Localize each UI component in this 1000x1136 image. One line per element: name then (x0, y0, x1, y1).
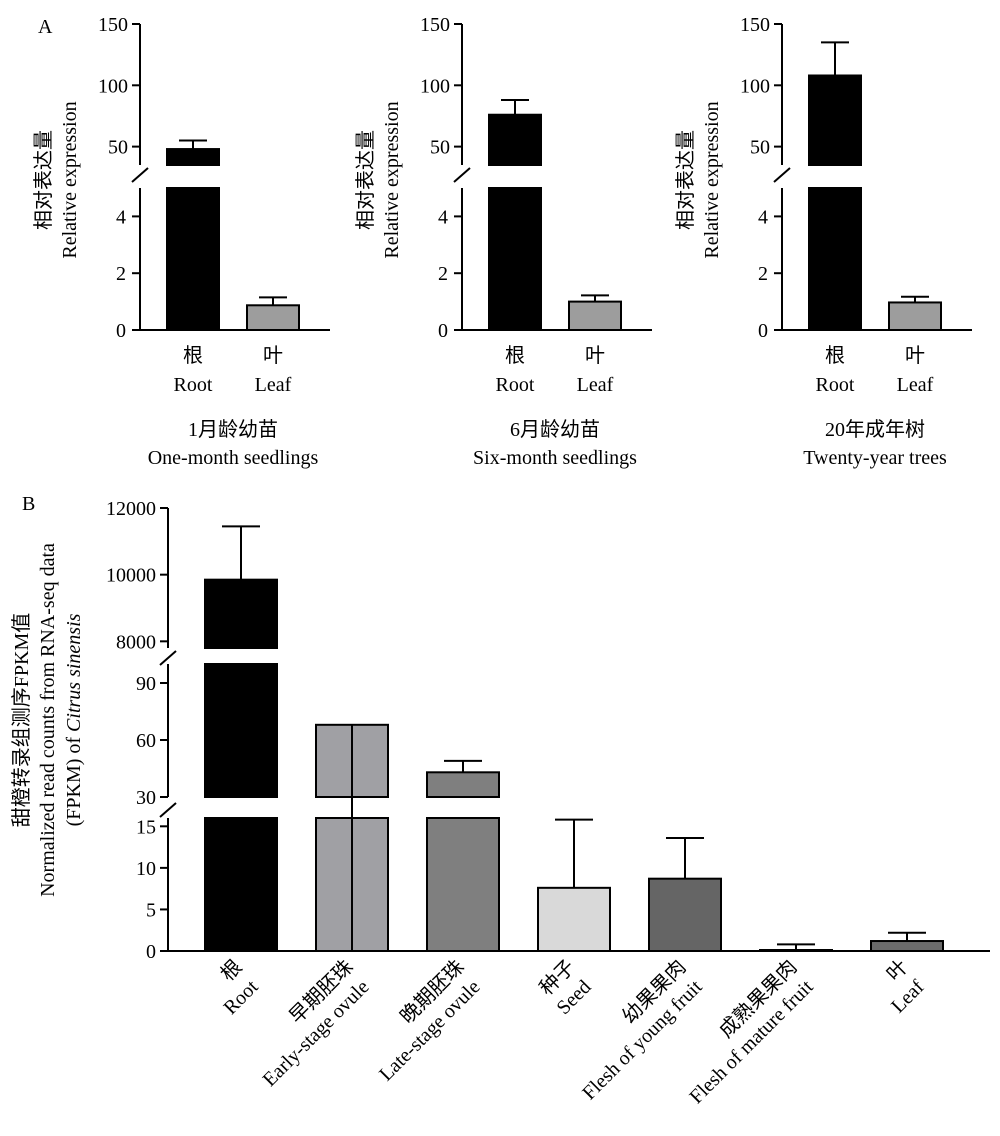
y-tick-label: 0 (146, 941, 156, 963)
y-tick-label: 100 (420, 75, 450, 97)
subchart-1: 50 100 150 0 2 4 相对表达量 Relative expression 根 Root… (32, 14, 330, 469)
x-label-en: Root (219, 976, 262, 1019)
y-tick-label: 8000 (116, 631, 156, 653)
x-label-en: Leaf (255, 374, 292, 396)
y-tick-label: 2 (116, 263, 126, 285)
panel-b: 8000 10000 12000 30 60 90 0 5 10 15 甜橙转录组测序FPKM值 No… (10, 498, 990, 1108)
y-axis-label-cn: 相对表达量 (354, 130, 377, 230)
y-tick-label: 150 (98, 14, 128, 36)
y-tick-label: 4 (758, 206, 768, 228)
y-tick-label: 0 (758, 320, 768, 342)
bar-root-upper (166, 148, 220, 166)
y-tick-label: 150 (420, 14, 450, 36)
x-label-cn: 叶 (585, 344, 605, 367)
bar-root-lower (488, 187, 542, 331)
x-label-en: Leaf (577, 374, 614, 396)
subchart-subtitle: One-month seedlings (148, 447, 319, 469)
bar-root-top (204, 578, 278, 650)
subchart-3: 50 100 150 0 2 4 相对表达量 Relative expression 根 Root… (674, 14, 972, 469)
y-tick-label: 4 (438, 206, 448, 228)
y-tick-label: 50 (430, 137, 450, 159)
y-axis-label-cn: 相对表达量 (674, 130, 697, 230)
x-label-cn: 叶 (263, 344, 283, 367)
y-axis-label-cn: 相对表达量 (32, 130, 55, 230)
bar-leaf (870, 940, 944, 953)
y-tick-label: 10 (136, 858, 156, 880)
axis-break (773, 167, 791, 183)
x-label-cn: 根 (505, 344, 525, 367)
x-label-en: Root (174, 374, 213, 396)
bar-root-upper (488, 113, 542, 167)
subchart-2: 50 100 150 0 2 4 相对表达量 Relative expression 根 Root… (354, 14, 652, 469)
panel-b-label: B (22, 493, 35, 515)
x-label-en: Root (496, 374, 535, 396)
y-tick-label: 15 (136, 816, 156, 838)
subchart-title: 6月龄幼苗 (510, 418, 600, 441)
bar-root-lower (808, 187, 862, 331)
bar-root-lower (166, 187, 220, 331)
y-tick-label: 60 (136, 730, 156, 752)
x-label-en: Root (816, 374, 855, 396)
bar-late-stage-ovule-low (426, 817, 500, 952)
bar-root-upper (808, 74, 862, 166)
bar-root-mid (204, 663, 278, 798)
bar-flesh-of-young-fruit (648, 877, 722, 953)
y-tick-label: 100 (98, 75, 128, 97)
y-tick-label: 0 (438, 320, 448, 342)
bar-leaf (246, 304, 300, 331)
bar-seed (537, 886, 611, 953)
y-tick-label: 12000 (106, 498, 156, 520)
y-tick-label: 90 (136, 673, 156, 695)
x-label-cn: 根 (183, 344, 203, 367)
y-tick-label: 0 (116, 320, 126, 342)
x-label-cn: 叶 (905, 344, 925, 367)
y-axis-label-en-line2: (FPKM) of Citrus sinensis (63, 613, 85, 826)
y-tick-label: 4 (116, 206, 126, 228)
y-axis-label-cn: 甜橙转录组测序FPKM值 (10, 613, 33, 827)
y-axis-label-en: Relative expression (381, 101, 403, 258)
y-tick-label: 50 (750, 137, 770, 159)
y-tick-label: 30 (136, 787, 156, 809)
x-label-cn: 根 (825, 344, 845, 367)
subchart-title: 1月龄幼苗 (188, 418, 278, 441)
subchart-subtitle: Twenty-year trees (803, 447, 947, 469)
y-axis-label-en: Relative expression (59, 101, 81, 258)
bar-late-stage-ovule-mid (426, 771, 500, 798)
y-axis-label-en: Relative expression (701, 101, 723, 258)
y-tick-label: 100 (740, 75, 770, 97)
y-tick-label: 150 (740, 14, 770, 36)
y-tick-label: 5 (146, 899, 156, 921)
bar-root-low (204, 817, 278, 952)
subchart-title: 20年成年树 (825, 418, 925, 441)
y-tick-label: 2 (438, 263, 448, 285)
subchart-subtitle: Six-month seedlings (473, 447, 637, 469)
y-tick-label: 10000 (106, 565, 156, 587)
y-tick-label: 50 (108, 137, 128, 159)
y-axis-label-en-line1: Normalized read counts from RNA-seq data (37, 543, 59, 897)
x-label-en: Leaf (897, 374, 934, 396)
axis-break (453, 167, 471, 183)
axis-break (131, 167, 149, 183)
axis-break (159, 802, 177, 818)
y-tick-label: 2 (758, 263, 768, 285)
bar-leaf (568, 300, 622, 332)
panel-a-label: A (38, 16, 53, 38)
axis-break (159, 650, 177, 666)
bar-leaf (888, 301, 942, 331)
